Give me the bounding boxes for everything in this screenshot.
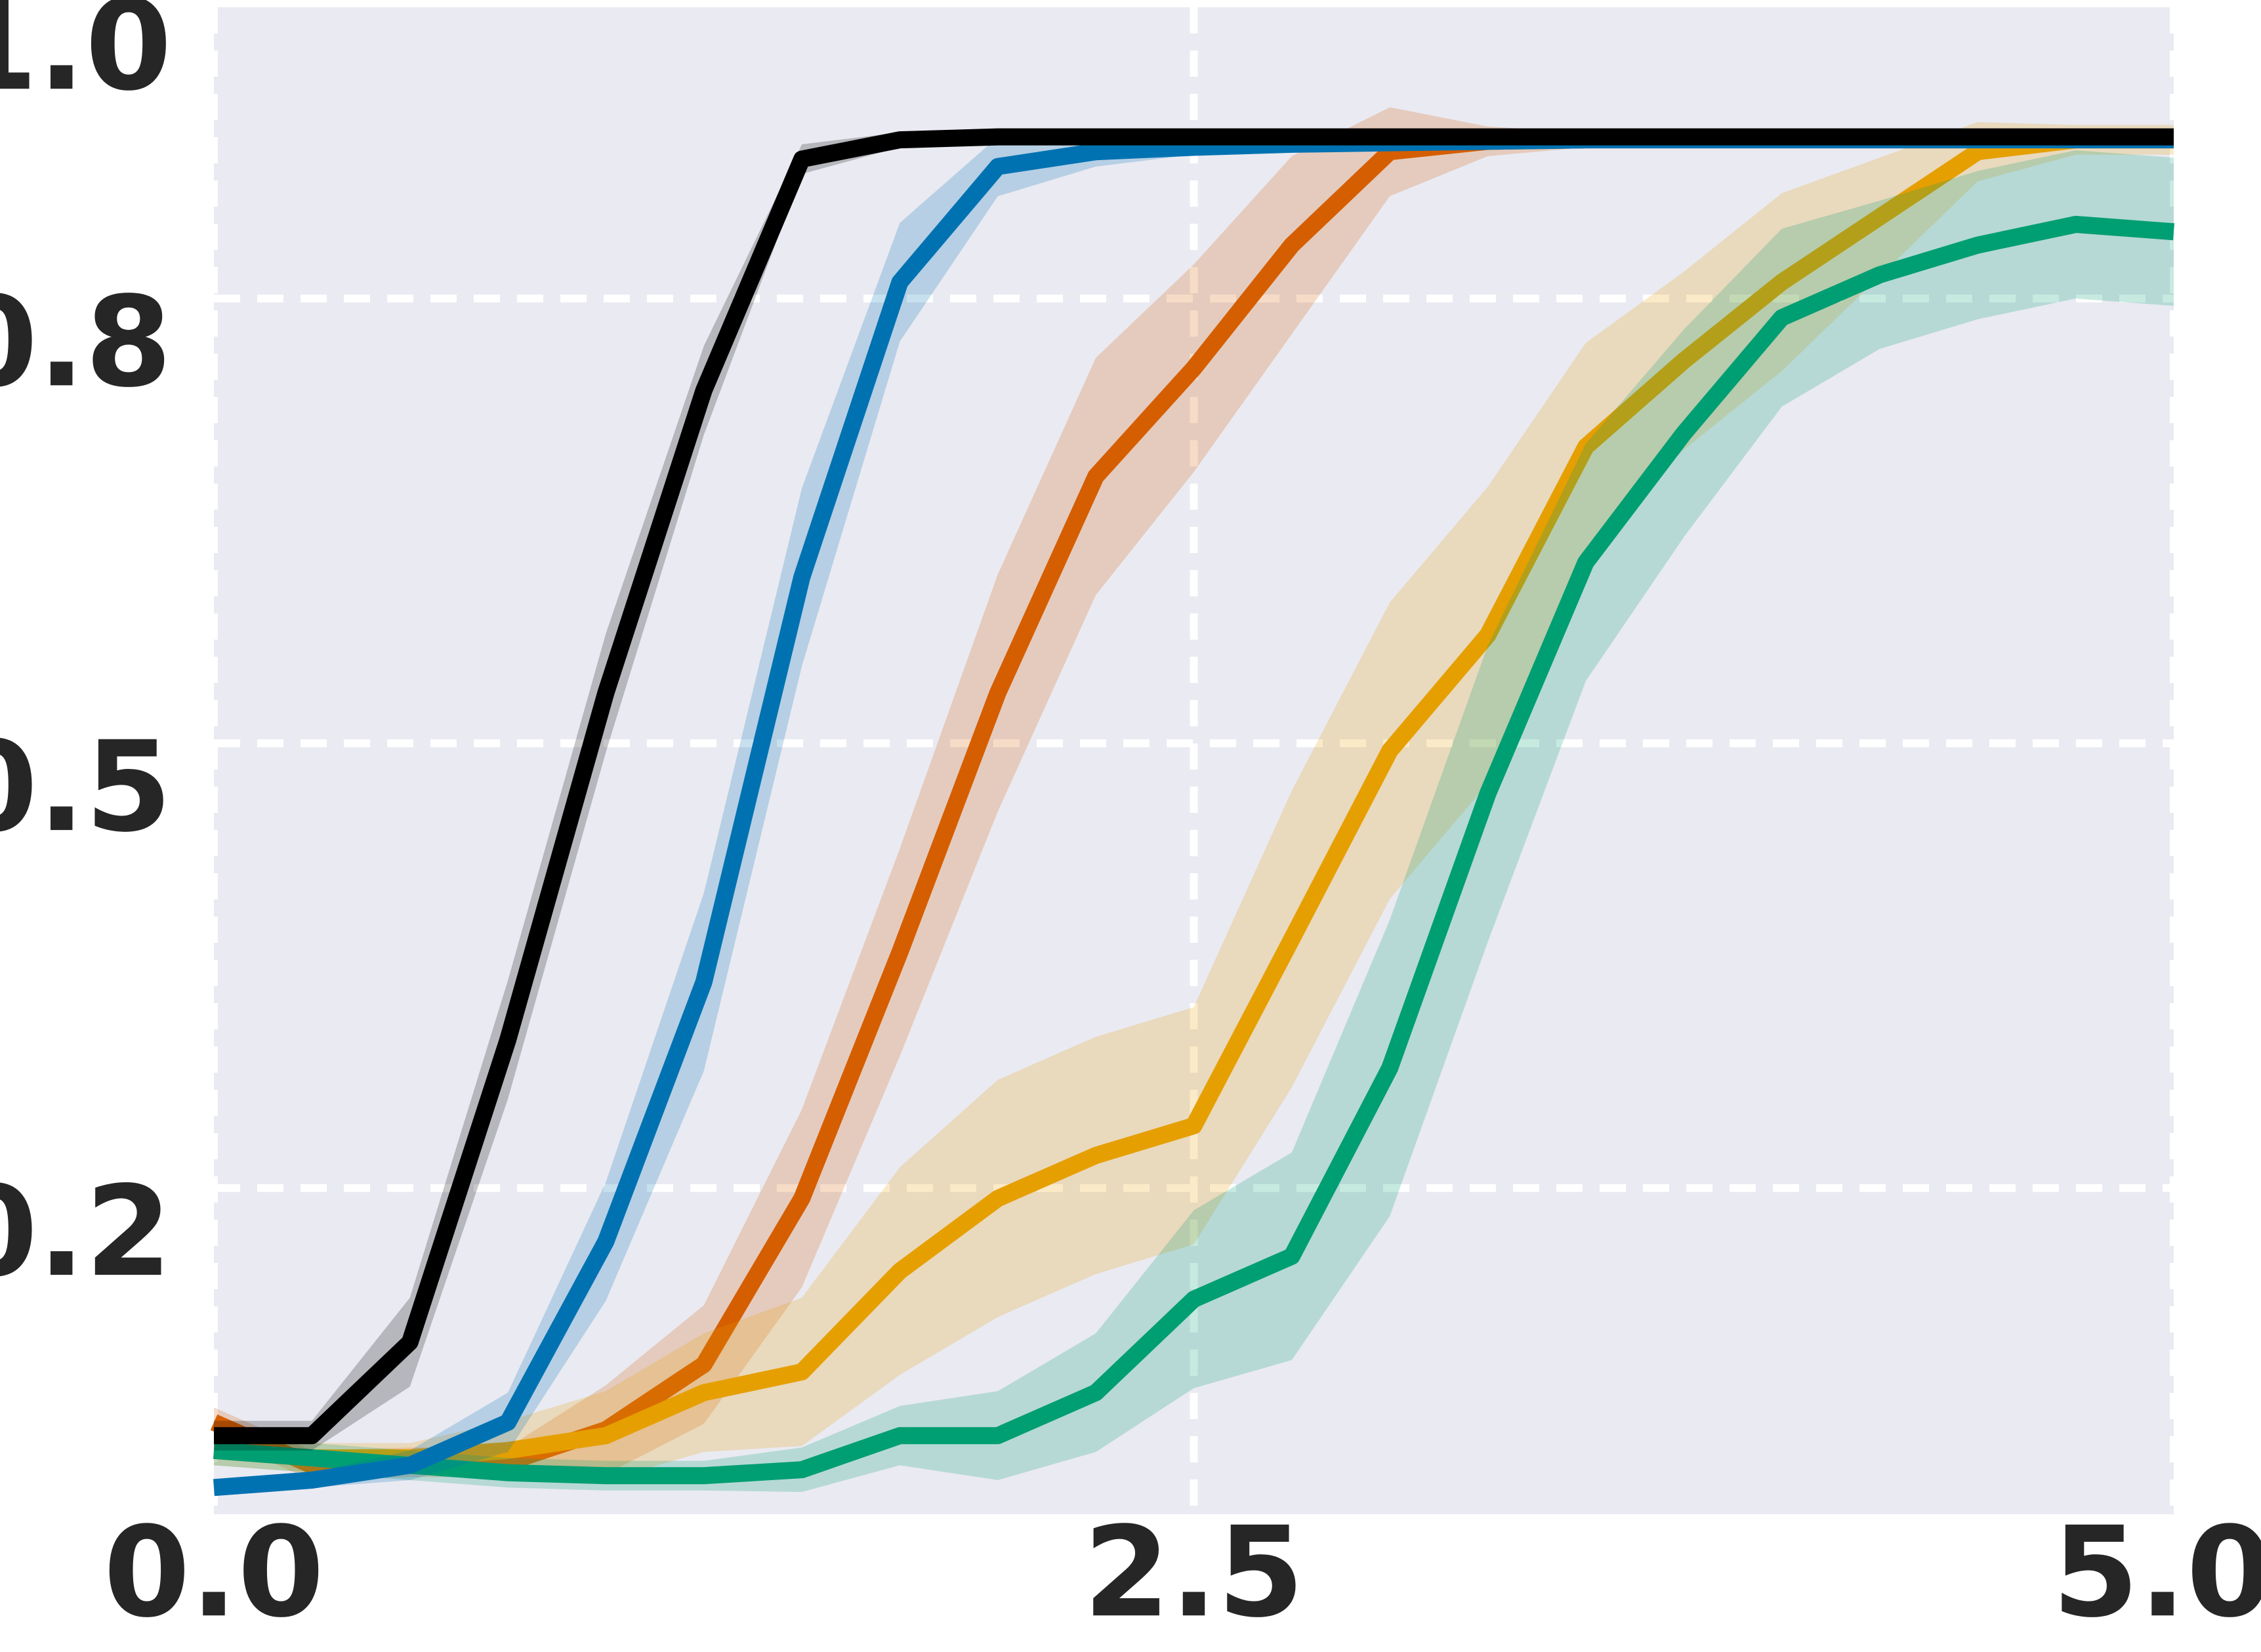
error-band [214,122,2174,1481]
line [213,131,2174,1467]
x-tick-label: 5.0 [2052,1500,2261,1645]
error-band [214,107,2174,1481]
y-tick-label: 0.5 [0,714,172,859]
x-tick-label: 0.0 [104,1500,325,1645]
x-tick-label: 2.5 [1083,1500,1304,1645]
y-tick-label: 0.2 [0,1159,172,1304]
line [214,128,2174,1445]
line [213,215,2174,1485]
y-tick-label: 1.0 [0,0,172,118]
error-band [214,150,2174,1493]
y-tick-label: 0.8 [0,270,172,415]
